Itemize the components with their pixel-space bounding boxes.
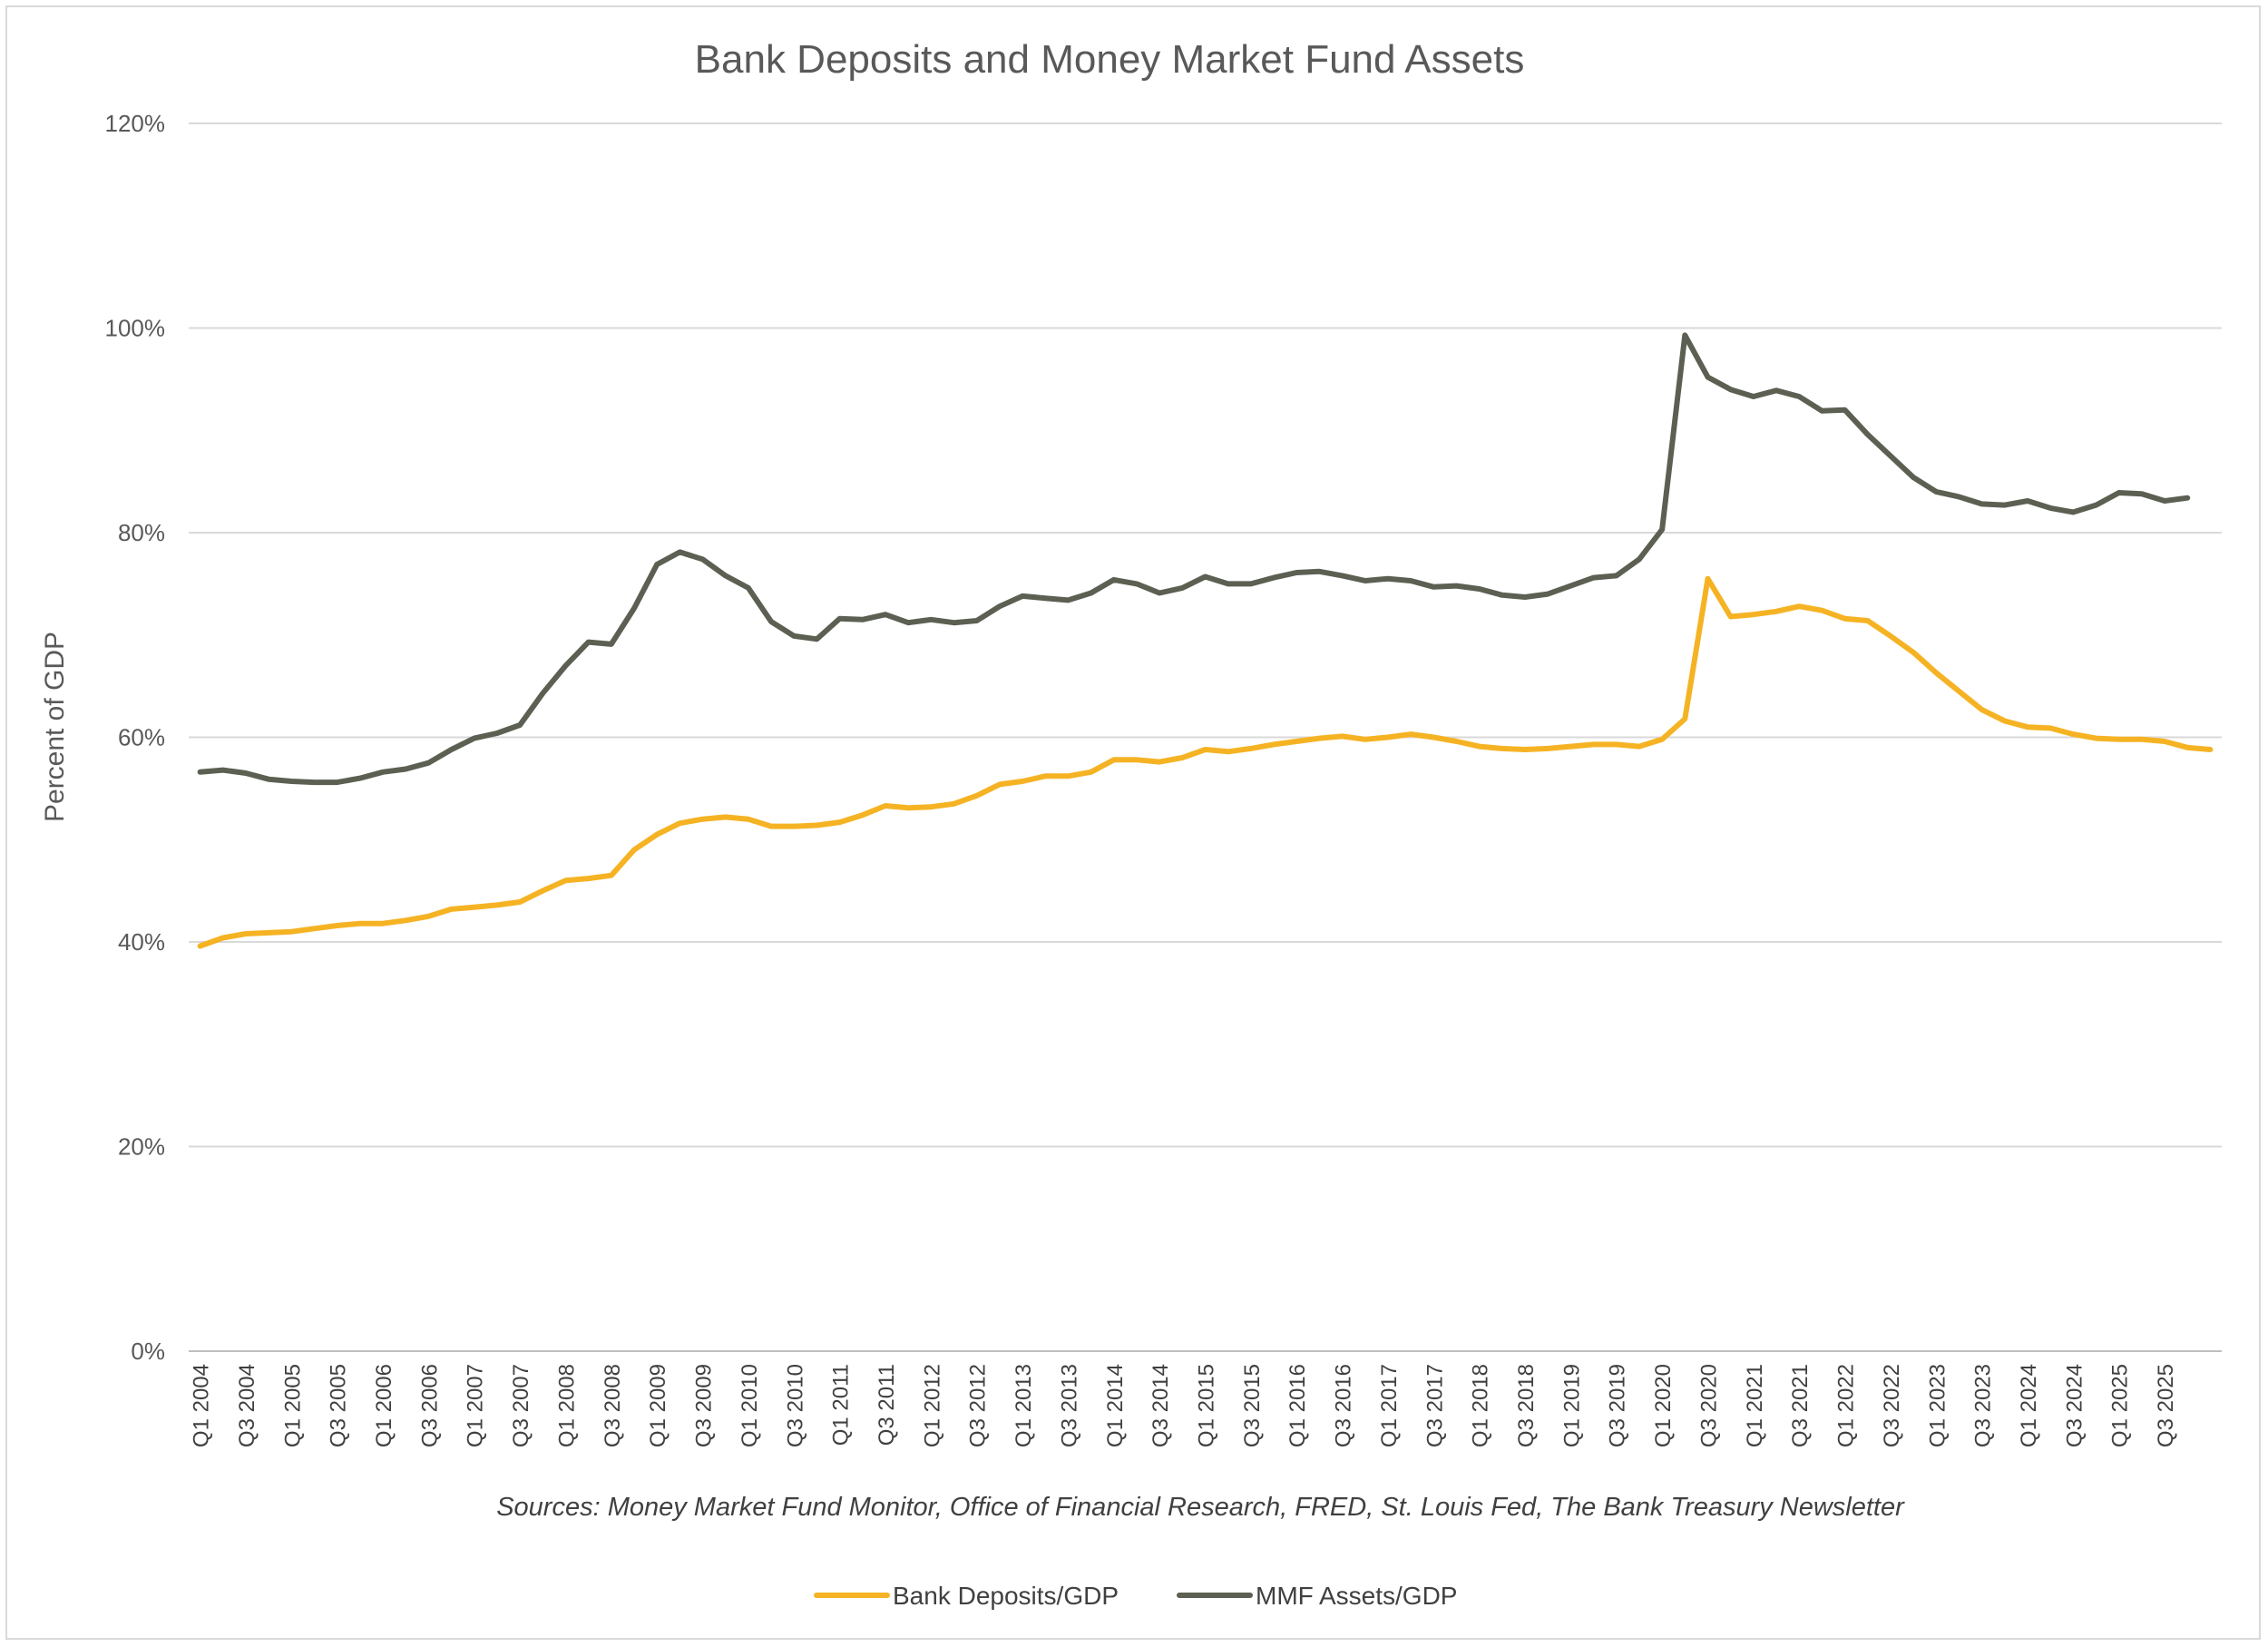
x-tick-label: Q3 2015 [1240, 1364, 1265, 1447]
series-line-mmf-assets [197, 332, 2191, 786]
x-tick-label: Q1 2021 [1743, 1364, 1767, 1447]
chart-frame: Bank Deposits and Money Market Fund Asse… [5, 5, 2261, 1640]
x-tick-label: Q3 2023 [1971, 1364, 1996, 1447]
x-tick-label: Q3 2014 [1149, 1364, 1173, 1447]
y-axis-ticks: 0% 20% 40% 60% 80% 100% 120% [105, 110, 166, 1365]
x-tick-label: Q3 2006 [417, 1364, 442, 1447]
x-tick-label: Q1 2022 [1834, 1364, 1859, 1447]
x-tick-label: Q3 2016 [1332, 1364, 1356, 1447]
x-tick-label: Q1 2020 [1651, 1364, 1676, 1447]
x-tick-label: Q3 2011 [875, 1364, 899, 1446]
x-tick-label: Q3 2020 [1696, 1364, 1721, 1447]
y-tick-label: 120% [105, 110, 166, 137]
x-tick-label: Q3 2012 [966, 1364, 991, 1447]
y-tick-label: 100% [105, 315, 166, 342]
x-tick-label: Q1 2008 [554, 1364, 579, 1447]
x-tick-label: Q1 2012 [920, 1364, 944, 1447]
x-tick-label: Q1 2005 [280, 1364, 305, 1447]
x-tick-label: Q1 2023 [1925, 1364, 1950, 1447]
chart-title: Bank Deposits and Money Market Fund Asse… [695, 37, 1525, 82]
x-tick-label: Q1 2024 [2017, 1364, 2041, 1447]
legend: Bank Deposits/GDP MMF Assets/GDP [814, 1582, 1457, 1610]
series-line-bank-deposits [197, 575, 2214, 949]
y-tick-label: 40% [118, 928, 165, 956]
x-tick-label: Q3 2025 [2154, 1364, 2178, 1447]
x-tick-label: Q1 2015 [1195, 1364, 1219, 1447]
x-tick-label: Q1 2017 [1377, 1364, 1402, 1447]
x-tick-label: Q1 2009 [646, 1364, 670, 1447]
x-tick-label: Q3 2024 [2062, 1364, 2087, 1447]
x-tick-label: Q3 2004 [235, 1364, 259, 1447]
x-tick-label: Q3 2007 [509, 1364, 533, 1447]
y-tick-label: 20% [118, 1133, 165, 1161]
x-tick-label: Q1 2011 [829, 1364, 854, 1446]
x-tick-label: Q1 2013 [1012, 1364, 1036, 1447]
chart-svg: Bank Deposits and Money Market Fund Asse… [40, 37, 2222, 1610]
y-tick-label: 80% [118, 519, 165, 546]
gridlines [189, 123, 2222, 1148]
y-axis-label: Percent of GDP [40, 632, 70, 822]
x-tick-label: Q1 2016 [1286, 1364, 1310, 1447]
x-tick-label: Q3 2017 [1422, 1364, 1447, 1447]
legend-label-mmf-assets: MMF Assets/GDP [1256, 1582, 1457, 1610]
y-tick-label: 60% [118, 724, 165, 751]
x-tick-label: Q1 2010 [738, 1364, 762, 1447]
x-tick-label: Q3 2018 [1514, 1364, 1539, 1447]
x-tick-label: Q1 2018 [1469, 1364, 1493, 1447]
x-tick-label: Q3 2022 [1880, 1364, 1904, 1447]
x-tick-label: Q1 2004 [190, 1364, 214, 1447]
x-tick-label: Q3 2009 [692, 1364, 717, 1447]
x-tick-label: Q1 2006 [372, 1364, 396, 1447]
x-tick-label: Q3 2013 [1057, 1364, 1081, 1447]
y-tick-label: 0% [131, 1338, 165, 1365]
x-tick-label: Q3 2005 [327, 1364, 351, 1447]
x-tick-label: Q1 2007 [464, 1364, 488, 1447]
series-lines [197, 332, 2214, 949]
x-tick-label: Q3 2019 [1606, 1364, 1630, 1447]
x-tick-label: Q3 2021 [1788, 1364, 1813, 1447]
x-tick-label: Q1 2025 [2108, 1364, 2133, 1447]
x-tick-label: Q3 2008 [601, 1364, 625, 1447]
x-tick-label: Q1 2014 [1103, 1364, 1128, 1447]
source-note: Sources: Money Market Fund Monitor, Offi… [496, 1493, 1905, 1522]
legend-label-bank-deposits: Bank Deposits/GDP [893, 1582, 1119, 1610]
x-tick-label: Q1 2019 [1559, 1364, 1584, 1447]
x-tick-label: Q3 2010 [783, 1364, 807, 1447]
x-axis-ticks: Q1 2004 Q3 2004 Q1 2005 Q3 2005 Q1 2006 Q3 20… [190, 1364, 2178, 1447]
